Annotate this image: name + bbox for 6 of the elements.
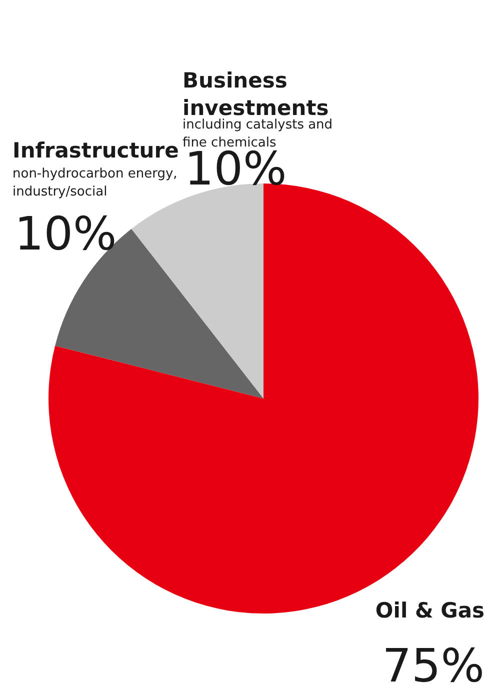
text: including catalysts and fine chemicals [182,118,333,150]
slice-label: Infrastructure [12,138,179,162]
data-label: 10% [14,206,117,260]
data-label: 75% [382,638,485,688]
slice-label: Oil & Gas [375,598,484,622]
text: non-hydrocarbon energy, industry/social [12,166,178,200]
